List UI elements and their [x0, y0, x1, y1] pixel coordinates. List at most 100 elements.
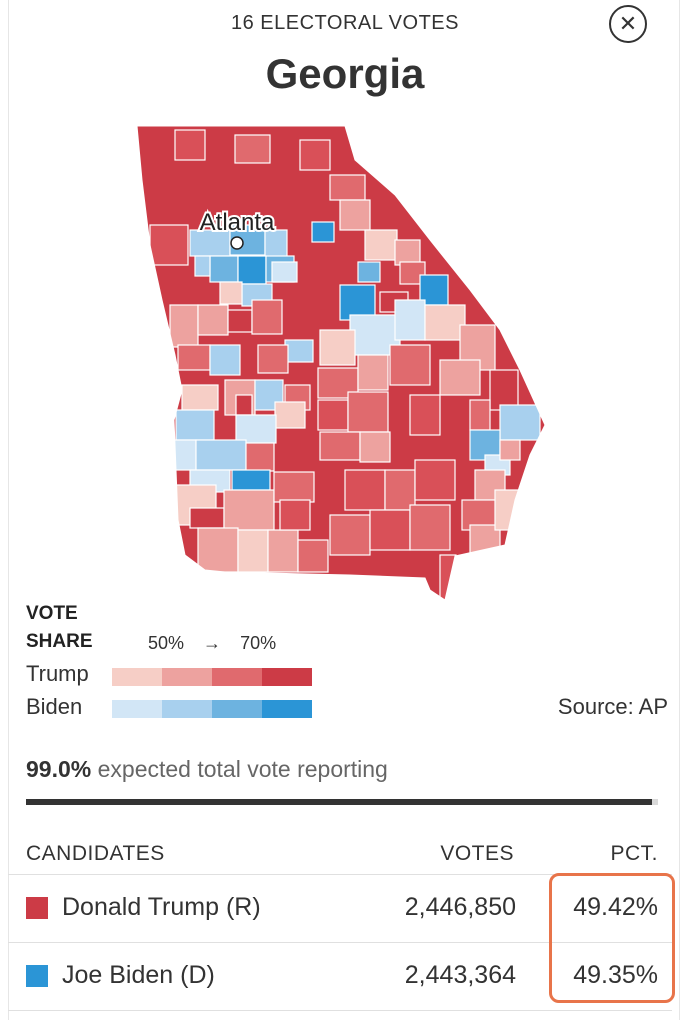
state-title: Georgia: [265, 50, 425, 97]
county: [319, 431, 361, 461]
county: [227, 309, 253, 333]
results-card: [8, 0, 680, 1020]
reporting-status: 99.0% expected total vote reporting: [26, 756, 388, 783]
county-cells: [137, 126, 545, 600]
legend-biden-swatch-2: [162, 700, 212, 718]
county: [169, 304, 199, 348]
county: [424, 304, 466, 341]
county: [231, 469, 271, 491]
legend-trump-swatch-1: [112, 668, 162, 686]
county: [271, 261, 298, 283]
county: [347, 391, 389, 433]
candidate-votes: 2,443,364: [404, 961, 516, 989]
legend-trump-swatches: [112, 668, 312, 686]
county: [177, 344, 211, 371]
legend-biden-swatch-3: [212, 700, 262, 718]
county: [469, 399, 491, 431]
county: [235, 394, 253, 416]
legend-trump-swatch-3: [212, 668, 262, 686]
county: [237, 255, 267, 285]
candidate-votes: 2,446,850: [404, 893, 516, 921]
county: [414, 459, 456, 501]
county: [237, 529, 269, 573]
county: [499, 404, 541, 441]
county: [194, 255, 211, 277]
county: [439, 359, 481, 396]
electoral-votes-label: 16 ELECTORAL VOTES: [231, 12, 459, 34]
county: [329, 514, 371, 556]
county: [189, 507, 225, 529]
county: [394, 239, 421, 266]
candidate-color-swatch: [26, 965, 48, 987]
county: [389, 344, 431, 386]
county: [399, 261, 426, 285]
reporting-text: expected total vote reporting: [91, 756, 388, 782]
county: [297, 539, 329, 573]
candidate-pct: 49.42%: [573, 893, 658, 921]
county: [279, 499, 311, 531]
close-icon[interactable]: ✕: [609, 5, 647, 43]
county: [344, 469, 386, 511]
header-pct: PCT.: [610, 842, 658, 865]
county: [339, 284, 376, 321]
header-candidates: CANDIDATES: [26, 842, 165, 865]
county: [339, 199, 371, 231]
county: [364, 229, 398, 261]
legend-range-low: 50%: [148, 633, 185, 653]
county: [195, 439, 247, 471]
county: [489, 369, 519, 411]
county: [229, 224, 266, 256]
county: [235, 414, 277, 444]
county: [369, 509, 411, 551]
county: [299, 139, 331, 171]
pct-highlight-box: [549, 873, 675, 1003]
legend-range: 50% → 70%: [148, 633, 276, 654]
county: [284, 339, 314, 363]
candidate-color-swatch: [26, 897, 48, 919]
close-glyph: ✕: [618, 11, 638, 36]
legend-trump-swatch-4: [262, 668, 312, 686]
county: [197, 304, 229, 336]
county: [251, 299, 283, 335]
county: [197, 527, 239, 573]
state-outline: [136, 125, 546, 600]
county: [209, 255, 239, 283]
candidate-name: Joe Biden (D): [62, 961, 215, 989]
legend-biden-label: Biden: [26, 694, 83, 719]
county: [499, 439, 521, 461]
county: [209, 344, 241, 376]
header-votes: VOTES: [440, 842, 514, 865]
georgia-county-map: Atlanta: [136, 125, 546, 600]
city-marker-atlanta: [230, 236, 244, 250]
county: [357, 354, 389, 391]
county: [311, 221, 335, 243]
legend-range-arrow: →: [203, 633, 222, 653]
county: [174, 129, 206, 161]
county: [223, 489, 275, 531]
county: [234, 134, 271, 164]
legend-trump-swatch-2: [162, 668, 212, 686]
county: [273, 471, 315, 503]
county: [409, 504, 451, 551]
legend-biden-swatches: [112, 700, 312, 718]
county: [329, 174, 366, 201]
county: [274, 401, 306, 429]
county: [173, 439, 197, 471]
county: [317, 399, 349, 431]
county: [359, 431, 391, 463]
candidate-pct: 49.35%: [573, 961, 658, 989]
county: [189, 229, 231, 257]
county: [267, 529, 299, 573]
county: [384, 469, 416, 511]
table-row-biden: Joe Biden (D) 2,443,364 49.35%: [8, 942, 672, 1011]
legend-range-high: 70%: [240, 633, 277, 653]
county: [319, 329, 356, 366]
legend-biden-swatch-1: [112, 700, 162, 718]
table-bottom-divider: [8, 1010, 672, 1011]
county: [257, 344, 289, 374]
candidate-name: Donald Trump (R): [62, 893, 261, 921]
county: [149, 224, 189, 266]
table-row-trump: Donald Trump (R) 2,446,850 49.42%: [8, 874, 672, 943]
county: [181, 384, 219, 411]
county: [357, 261, 381, 283]
